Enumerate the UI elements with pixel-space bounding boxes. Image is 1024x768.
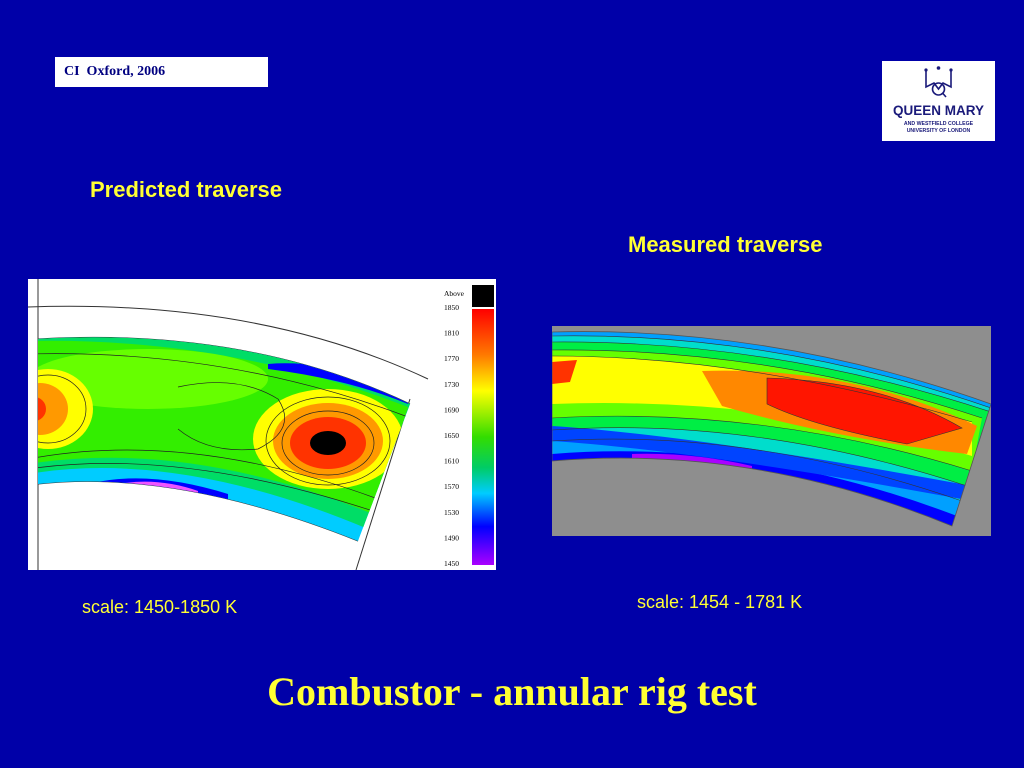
university-logo: QUEEN MARY AND WESTFIELD COLLEGE UNIVERS… [882,61,995,141]
predicted-color-legend: Above 1850 1810 1770 1730 1690 1650 1610 1570 15… [444,285,494,568]
predicted-contour-plot: Above 1850 1810 1770 1730 1690 1650 1610 1570 15… [28,279,496,570]
legend-tick-label: 1770 [444,354,459,363]
crown-crest-icon: QUEEN MARY AND WESTFIELD COLLEGE UNIVERS… [893,66,984,134]
predicted-field [38,337,410,542]
legend-tick-label: 1570 [444,482,459,491]
logo-line2: AND WESTFIELD COLLEGE [904,121,974,127]
logo-line3: UNIVERSITY OF LONDON [907,128,971,134]
conference-tag: CI Oxford, 2006 [55,57,268,87]
legend-tick-label: 1530 [444,508,459,517]
legend-tick-label: 1690 [444,405,459,414]
predicted-heading: Predicted traverse [90,177,282,202]
legend-tick-label: 1850 [444,303,459,312]
predicted-scale-caption: scale: 1450-1850 K [82,597,238,617]
legend-above-label: Above [444,289,465,298]
measured-field [552,331,991,527]
legend-tick-label: 1490 [444,533,459,542]
legend-tick-label: 1450 [444,559,459,568]
logo-name: QUEEN MARY [893,103,984,118]
measured-scale-caption: scale: 1454 - 1781 K [637,592,803,612]
measured-contour-plot [552,326,991,536]
legend-tick-label: 1810 [444,329,459,338]
slide-title: Combustor - annular rig test [267,669,757,714]
legend-tick-label: 1610 [444,457,459,466]
legend-tick-label: 1730 [444,380,459,389]
measured-heading: Measured traverse [628,232,823,257]
legend-tick-label: 1650 [444,431,459,440]
